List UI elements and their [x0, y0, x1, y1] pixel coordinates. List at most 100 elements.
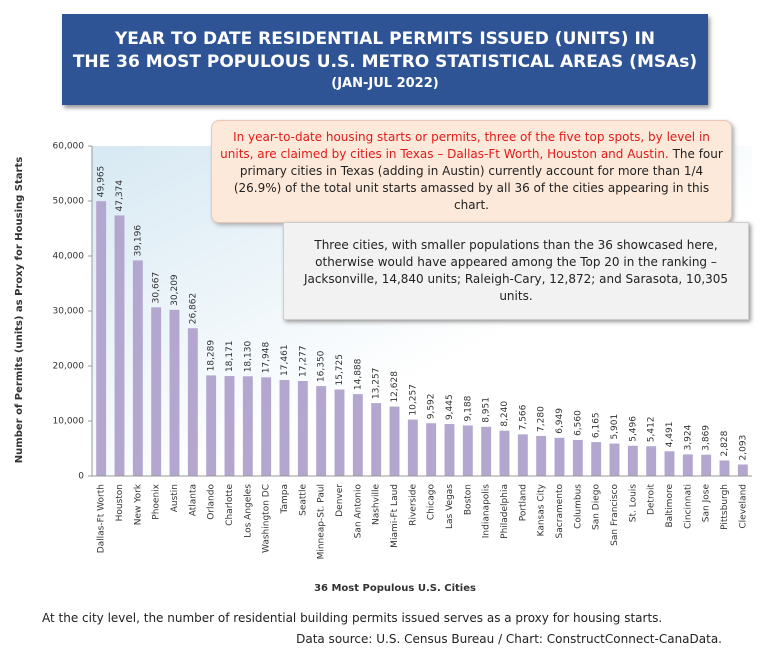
- bar: [481, 426, 492, 476]
- value-label: 14,888: [353, 358, 363, 390]
- annotation-text: The four primary cities in Texas (adding…: [233, 147, 723, 212]
- bar: [444, 424, 455, 476]
- chart-title: YEAR TO DATE RESIDENTIAL PERMITS ISSUED …: [72, 29, 698, 72]
- value-label: 2,828: [720, 430, 730, 456]
- value-label: 12,628: [390, 371, 400, 403]
- bar: [646, 446, 657, 476]
- title-box: YEAR TO DATE RESIDENTIAL PERMITS ISSUED …: [62, 14, 708, 105]
- bar: [132, 260, 143, 476]
- value-label: 18,130: [243, 341, 253, 373]
- bar: [591, 442, 602, 476]
- value-label: 5,901: [610, 414, 620, 440]
- source: Data source: U.S. Census Bureau / Chart:…: [296, 632, 722, 646]
- x-tick-label: San Antonio: [353, 484, 363, 539]
- x-tick-label: Cleveland: [738, 484, 748, 529]
- footer: At the city level, the number of residen…: [42, 611, 663, 625]
- x-tick-label: Nashville: [372, 484, 382, 525]
- bar: [206, 375, 217, 476]
- value-label: 3,869: [702, 425, 712, 451]
- x-tick-label: Minneap-St. Paul: [317, 484, 327, 559]
- bar: [371, 403, 382, 476]
- x-tick-label: Columbus: [573, 484, 583, 529]
- bar: [664, 451, 675, 476]
- x-tick-label: Kansas City: [537, 483, 547, 536]
- x-tick-label: Washington DC: [262, 484, 272, 553]
- y-tick-label: 40,000: [53, 252, 85, 262]
- bar: [169, 309, 180, 476]
- bar: [279, 379, 290, 476]
- bar: [517, 434, 528, 476]
- x-tick-label: New York: [133, 483, 143, 525]
- x-tick-label: Tampa: [280, 484, 290, 515]
- value-label: 30,209: [170, 274, 180, 306]
- x-tick-label: San Francisco: [610, 484, 620, 546]
- bar: [572, 439, 583, 476]
- bar: [554, 437, 565, 476]
- value-label: 10,257: [408, 384, 418, 416]
- bar: [297, 380, 308, 476]
- value-label: 30,667: [152, 272, 162, 304]
- x-tick-label: Phoenix: [152, 483, 162, 519]
- value-label: 9,188: [463, 395, 473, 421]
- bar: [261, 377, 272, 476]
- x-tick-label: Portland: [518, 484, 528, 521]
- x-tick-label: Atlanta: [188, 484, 198, 516]
- annotation-text: In year-to-date housing starts or permit…: [220, 130, 710, 161]
- annotation: Three cities, with smaller populations t…: [283, 222, 749, 320]
- x-tick-label: Pittsburgh: [720, 484, 730, 530]
- y-tick-label: 50,000: [53, 197, 85, 207]
- bar: [187, 328, 198, 476]
- value-label: 5,412: [647, 416, 657, 442]
- annotation-text: Three cities, with smaller populations t…: [303, 238, 729, 303]
- bar: [719, 460, 730, 476]
- x-tick-label: Philadelphia: [500, 484, 510, 539]
- bar: [682, 454, 693, 476]
- x-tick-label: Boston: [463, 484, 473, 515]
- value-label: 18,171: [225, 341, 235, 373]
- value-label: 5,496: [628, 416, 638, 442]
- value-label: 2,093: [738, 435, 748, 461]
- value-label: 6,949: [555, 408, 565, 434]
- bar: [499, 430, 510, 476]
- bar: [352, 394, 363, 476]
- x-tick-label: San Jose: [702, 484, 712, 523]
- value-label: 16,350: [317, 350, 327, 382]
- x-tick-label: Miami-Ft Laud: [390, 484, 400, 548]
- value-label: 4,491: [665, 422, 675, 448]
- x-tick-label: San Diego: [592, 484, 602, 530]
- x-tick-label: Seattle: [298, 484, 308, 516]
- chart-subtitle: (JAN-JUL 2022): [331, 76, 439, 91]
- value-label: 26,862: [188, 293, 198, 325]
- bar: [151, 307, 162, 476]
- value-label: 15,725: [335, 354, 345, 386]
- value-label: 3,924: [683, 424, 693, 450]
- y-tick-label: 10,000: [53, 417, 85, 427]
- x-tick-label: Las Vegas: [445, 484, 455, 529]
- x-tick-label: Baltimore: [665, 484, 675, 528]
- y-tick-label: 30,000: [53, 307, 85, 317]
- value-label: 49,965: [97, 166, 107, 198]
- bar: [627, 445, 638, 476]
- bar: [96, 201, 107, 476]
- x-tick-label: Chicago: [427, 484, 437, 521]
- y-tick-label: 60,000: [53, 142, 85, 152]
- x-tick-label: Cincinnati: [683, 484, 693, 529]
- value-label: 18,289: [207, 340, 217, 372]
- x-tick-label: Detroit: [647, 484, 657, 516]
- x-tick-label: St. Louis: [628, 484, 638, 523]
- value-label: 8,240: [500, 401, 510, 427]
- value-label: 7,280: [537, 406, 547, 432]
- x-tick-label: Orlando: [207, 484, 217, 520]
- x-tick-label: Sacramento: [555, 484, 565, 539]
- annotation: In year-to-date housing starts or permit…: [211, 120, 732, 223]
- bar: [462, 425, 473, 476]
- x-tick-label: Riverside: [408, 484, 418, 526]
- bar: [536, 435, 547, 476]
- value-label: 17,948: [262, 342, 272, 374]
- bar: [242, 376, 253, 476]
- y-tick-label: 0: [78, 472, 84, 482]
- x-axis-title: 36 Most Populous U.S. Cities: [314, 583, 476, 594]
- x-tick-label: Denver: [335, 484, 345, 517]
- bar: [316, 386, 327, 476]
